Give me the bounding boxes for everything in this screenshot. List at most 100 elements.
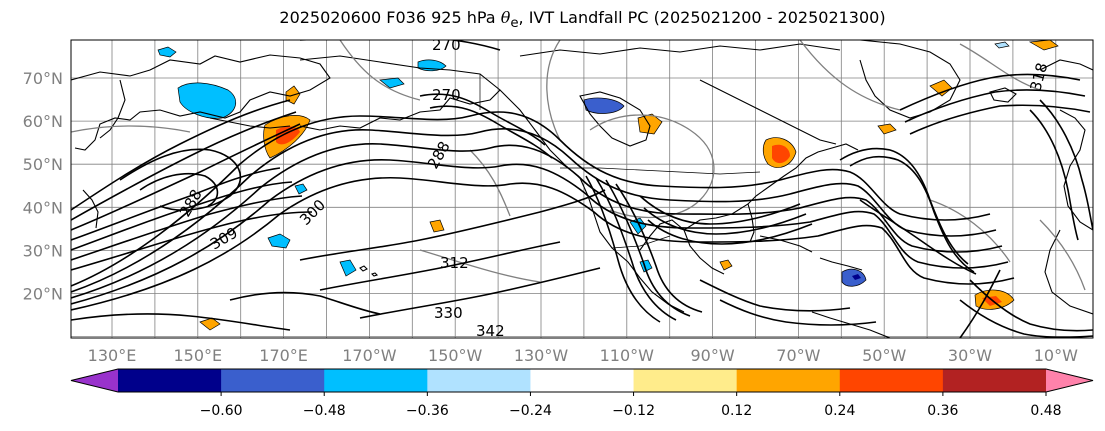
lat-tick-label: 70°N: [23, 69, 63, 88]
lon-tick-label: 90°W: [691, 346, 735, 365]
theta-contour-32: [909, 104, 1091, 135]
coast-gulf: [683, 195, 757, 231]
lon-tick-label: 50°W: [862, 346, 906, 365]
theta-contour-30: [899, 73, 1081, 111]
blue-patch-small-north: [157, 46, 177, 58]
colorbar-tick-label: 0.36: [927, 403, 958, 419]
coast-europe-2: [1059, 109, 1093, 231]
grey-contour-4: [799, 40, 901, 111]
lon-tick-label: 130°W: [514, 346, 569, 365]
theta-contour-29: [849, 155, 975, 273]
coast-arctic-canada: [519, 43, 841, 57]
coast-asia: [71, 54, 331, 151]
theta-contour-42: [859, 199, 977, 275]
theta-contour-09: [71, 211, 313, 271]
colorbar-tick-label: 0.24: [824, 403, 855, 419]
red-patch-gulf-alaska: [276, 126, 300, 145]
theta-contour-41: [719, 299, 877, 326]
theta-contour-24: [615, 183, 703, 313]
map-background: [71, 40, 1093, 338]
theta-contour-26: [643, 207, 807, 235]
lat-tick-label: 60°N: [23, 112, 63, 131]
theta-contour-25: [639, 195, 801, 225]
coast-florida: [747, 203, 755, 243]
theta-contour-06: [71, 167, 281, 241]
grey-contour-5: [959, 43, 1041, 91]
colorbar: −0.60 −0.48 −0.36 −0.24 −0.12 0.12 0.24 0.36 0.4…: [70, 368, 1094, 419]
theta-contour-02: [71, 127, 997, 293]
lon-tick-label: 70°W: [776, 346, 820, 365]
grey-contour-6: [71, 125, 191, 133]
coast-hudson: [579, 91, 651, 147]
blue-patch-pacific-1: [267, 233, 291, 249]
theta-contour-28: [839, 147, 969, 265]
colorbar-segment: [118, 369, 222, 392]
longitude-labels: 130°E 150°E 170°E 170°W 150°W 130°W 110°W 90°W 7…: [88, 346, 1078, 365]
blue-patch-alaska: [177, 82, 236, 119]
contour-label-330: 330: [434, 304, 463, 322]
lon-tick-label: 170°W: [342, 346, 397, 365]
latitude-labels: 70°N 60°N 50°N 40°N 30°N 20°N: [23, 69, 63, 304]
theta-contour-22: [595, 177, 677, 321]
colorbar-segment: [633, 369, 738, 392]
theta-contour-35: [969, 279, 1093, 332]
theta-contour-12: [71, 99, 291, 211]
theta-contour-05: [71, 176, 1015, 311]
lon-tick-label: 130°E: [88, 346, 137, 365]
lon-tick-label: 30°W: [948, 346, 992, 365]
theta-contour-18: [299, 189, 606, 261]
contour-label-342: 342: [476, 322, 505, 340]
orange-patch-pacific-south: [199, 317, 221, 331]
theta-contour-16: [419, 93, 546, 146]
theta-contour-33: [1039, 99, 1093, 231]
colorbar-tick-label: 0.48: [1030, 403, 1061, 419]
theta-contour-38: [71, 313, 291, 331]
coast-kamchatka: [99, 79, 126, 139]
blue-patch-arctic-2: [379, 77, 405, 89]
orange-patch-greenland: [1028, 40, 1059, 51]
coast-hawaii: [359, 265, 379, 277]
coast-iceland: [989, 87, 1017, 103]
coast-caribbean: [819, 257, 863, 271]
colorbar-tick-label: −0.24: [509, 403, 552, 419]
lat-tick-label: 30°N: [23, 241, 63, 260]
coast-greenland: [859, 40, 961, 119]
ivt-contours-grey: [71, 40, 1086, 291]
theta-contour-13: [119, 148, 242, 211]
coast-labrador: [699, 79, 837, 145]
theta-contour-11: [71, 111, 297, 221]
colorbar-segment: [530, 369, 635, 392]
red-patch-east: [772, 144, 790, 164]
theta-contour-15: [300, 40, 501, 51]
colorbar-min-extend: [71, 369, 118, 392]
lon-tick-label: 110°W: [600, 346, 655, 365]
border-us-canada: [560, 167, 761, 175]
pc-shading-patches: [157, 40, 1059, 331]
colorbar-segment: [221, 369, 325, 392]
colorbar-outline: [70, 368, 1094, 393]
grey-contour-1: [339, 40, 421, 101]
grey-contour-2: [546, 40, 561, 141]
blue-patch-atlantic-south-2: [852, 274, 861, 280]
orange-patch-carib: [719, 259, 733, 271]
theta-contour-01: [71, 111, 991, 287]
lon-tick-label: 10°W: [1034, 346, 1078, 365]
map-frame: [70, 39, 1094, 339]
colorbar-segment: [942, 369, 1047, 392]
orange-patch-atlantic-2: [877, 123, 897, 135]
coast-aleutians: [209, 117, 291, 129]
grey-contour-7: [469, 149, 511, 217]
orange-patch-pacific-mid: [429, 219, 445, 233]
coast-west-us: [579, 177, 685, 313]
theta-contour-14: [139, 172, 219, 207]
grey-contour-3: [589, 114, 715, 218]
theta-contour-23: [605, 179, 691, 317]
theta-contour-31: [904, 89, 1086, 123]
lat-tick-label: 20°N: [23, 285, 63, 304]
theta-contour-39: [229, 291, 381, 315]
theta-contour-19: [319, 241, 561, 291]
theta-contour-37: [959, 269, 1001, 338]
lat-tick-label: 50°N: [23, 155, 63, 174]
blue-patch-pacific-3: [294, 183, 308, 195]
lon-tick-label: 150°E: [173, 346, 222, 365]
